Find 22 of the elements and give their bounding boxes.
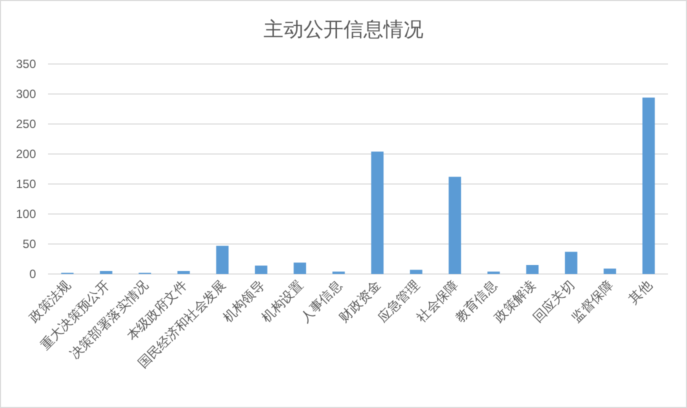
bar: [564, 252, 578, 274]
y-tick-label: 150: [16, 177, 36, 191]
bar: [604, 268, 616, 274]
y-tick-label: 200: [16, 147, 36, 161]
y-tick-label: 300: [16, 87, 36, 101]
y-tick-label: 100: [16, 207, 36, 221]
y-tick-label: 50: [22, 237, 36, 251]
bar: [642, 98, 655, 274]
y-tick-label: 0: [29, 267, 36, 281]
bar: [371, 152, 384, 274]
y-tick-label: 250: [16, 117, 36, 131]
bar: [410, 270, 422, 274]
bar: [177, 271, 190, 274]
x-tick-label: 其他: [626, 278, 655, 307]
bar: [448, 176, 462, 274]
bar: [100, 271, 112, 274]
bar: [254, 266, 268, 274]
bar: [294, 262, 306, 274]
bar: [216, 246, 229, 274]
bar: [526, 265, 539, 274]
chart-title: 主动公开信息情况: [264, 18, 424, 41]
y-tick-label: 350: [16, 57, 36, 71]
